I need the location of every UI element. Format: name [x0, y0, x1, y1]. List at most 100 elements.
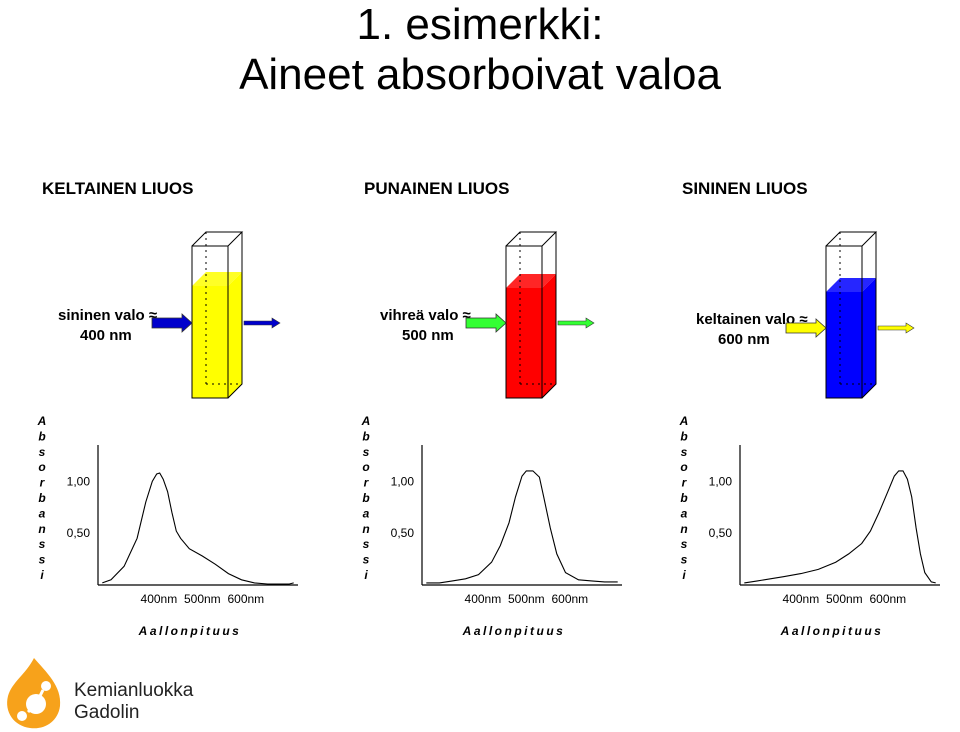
y-axis-label-letter: o [362, 460, 369, 474]
y-axis-label-letter: i [682, 568, 686, 582]
y-tick-label: 0,50 [67, 526, 91, 540]
cuvette [825, 231, 878, 399]
y-tick-label: 1,00 [391, 474, 415, 488]
y-axis-label-letter: r [364, 476, 370, 490]
cuvette-liquid-front [192, 286, 228, 398]
cuvette-liquid-front [506, 288, 542, 398]
light-label-line2: 400 nm [80, 327, 132, 344]
y-axis-label-letter: b [680, 491, 687, 505]
outgoing-light-arrow [877, 322, 915, 334]
incoming-light-arrow [151, 313, 193, 333]
light-label-line1: sininen valo ≈ [58, 307, 157, 324]
cuvette-liquid-top [506, 274, 556, 288]
light-label-line2: 500 nm [402, 327, 454, 344]
x-tick-label: 500nm [508, 592, 545, 606]
cuvette-side-edge [541, 232, 557, 399]
panel-2: PUNAINEN LIUOS vihreä valo ≈ 500 nm [364, 179, 595, 399]
y-axis-label-letter: s [39, 553, 46, 567]
x-tick-label: 600nm [869, 592, 906, 606]
light-label-line2: 600 nm [718, 331, 770, 348]
light-label-line1: vihreä valo ≈ [380, 307, 471, 324]
x-tick-label: 400nm [783, 592, 820, 606]
panel-title: PUNAINEN LIUOS [364, 179, 509, 198]
x-tick-label: 400nm [465, 592, 502, 606]
cuvette-side-edge [861, 232, 877, 399]
y-axis-label-letter: b [680, 429, 687, 443]
light-label-line1: keltainen valo ≈ [696, 311, 808, 328]
y-axis-label-letter: b [38, 429, 45, 443]
y-axis-label-letter: a [681, 506, 688, 520]
y-tick-label: 1,00 [709, 474, 733, 488]
y-axis-label-letter: s [363, 553, 370, 567]
x-axis-label: Aallonpituus [138, 624, 242, 638]
y-axis-label-letter: s [681, 445, 688, 459]
y-axis-label-letter: s [363, 445, 370, 459]
logo-line-1: Kemianluokka [74, 680, 194, 701]
y-tick-label: 0,50 [391, 526, 415, 540]
y-axis-label-letter: s [681, 553, 688, 567]
y-axis-label-letter: s [681, 537, 688, 551]
y-axis-label-letter: A [37, 414, 47, 428]
cuvette-liquid-top [826, 278, 876, 292]
x-tick-label: 600nm [551, 592, 588, 606]
y-axis-label-letter: o [680, 460, 687, 474]
x-tick-label: 500nm [184, 592, 221, 606]
absorbance-curve [426, 470, 618, 584]
cuvette-liquid-front [826, 292, 862, 398]
cuvette-front-edge [505, 245, 543, 399]
y-tick-label: 1,00 [67, 474, 91, 488]
y-axis-label-letter: n [38, 522, 45, 536]
absorbance-curve [102, 472, 294, 585]
cuvette-liquid-top [192, 272, 242, 286]
y-axis-label-letter: b [362, 429, 369, 443]
y-axis-label-letter: o [38, 460, 45, 474]
title-line-1: 1. esimerkki: [356, 0, 604, 49]
panel-1: KELTAINEN LIUOS sininen valo ≈ 400 nm [42, 179, 281, 399]
y-axis-label-letter: s [39, 445, 46, 459]
y-axis-label-letter: b [38, 491, 45, 505]
y-axis-label-letter: i [40, 568, 44, 582]
outgoing-light-arrow [557, 317, 595, 329]
cuvette-liquid-side [228, 272, 242, 398]
x-tick-label: 500nm [826, 592, 863, 606]
x-axis-label: Aallonpituus [462, 624, 566, 638]
y-axis-label-letter: a [363, 506, 370, 520]
y-axis-label-letter: n [362, 522, 369, 536]
gadolin-logo: Kemianluokka Gadolin [4, 654, 224, 730]
cuvette-top-edge [825, 231, 878, 247]
incoming-light-arrow [465, 313, 507, 333]
y-axis-label-letter: r [682, 476, 688, 490]
cuvette-top-edge [191, 231, 244, 247]
title-line-2: Aineet absorboivat valoa [239, 50, 721, 99]
cuvette [191, 231, 244, 399]
panel-3: SININEN LIUOS keltainen valo ≈ 600 nm [682, 179, 915, 399]
x-tick-label: 400nm [141, 592, 178, 606]
cuvette-front-edge [191, 245, 229, 399]
outgoing-light-arrow [243, 317, 281, 329]
cuvette-front-edge [825, 245, 863, 399]
y-axis-label-letter: a [39, 506, 46, 520]
x-axis-label: Aallonpituus [780, 624, 884, 638]
y-axis-label-letter: b [362, 491, 369, 505]
x-tick-label: 600nm [227, 592, 264, 606]
flame-logo-icon [7, 658, 61, 729]
y-axis-label-letter: s [363, 537, 370, 551]
cuvette-top-edge [505, 231, 558, 247]
y-axis-label-letter: A [679, 414, 689, 428]
incoming-light-arrow [785, 318, 827, 338]
panel-title: SININEN LIUOS [682, 179, 808, 198]
y-tick-label: 0,50 [709, 526, 733, 540]
cuvette-liquid-side [542, 274, 556, 398]
y-axis-label-letter: s [39, 537, 46, 551]
y-axis-label-letter: n [680, 522, 687, 536]
panel-title: KELTAINEN LIUOS [42, 179, 193, 198]
y-axis-label-letter: i [364, 568, 368, 582]
cuvette-side-edge [227, 232, 243, 399]
y-axis-label-letter: A [361, 414, 371, 428]
cuvette [505, 231, 558, 399]
logo-line-2: Gadolin [74, 702, 140, 723]
